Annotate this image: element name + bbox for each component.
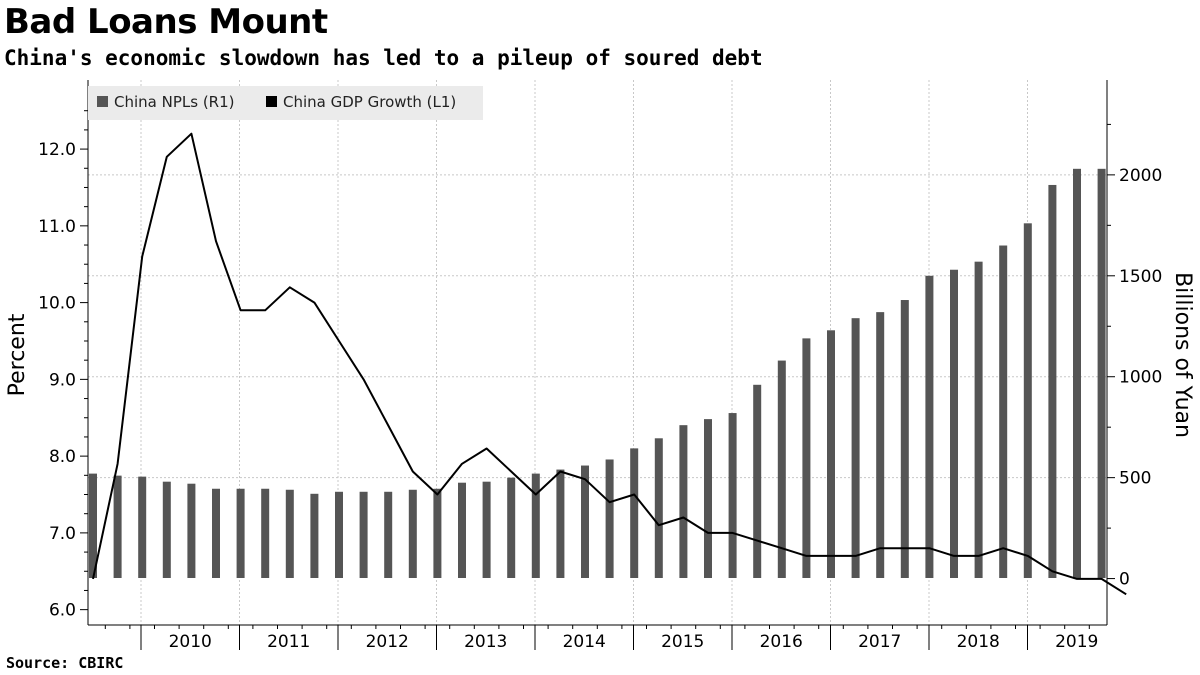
npl-bar: [777, 360, 786, 578]
npl-bar: [359, 491, 368, 578]
gdp-line: [92, 132, 1127, 596]
npl-bar: [335, 491, 343, 578]
npl-bar: [581, 465, 589, 578]
left-tick-label: 9.0: [49, 370, 76, 390]
npl-bar: [704, 419, 712, 578]
x-tick-label: 2012: [366, 632, 409, 652]
left-tick-label: 10.0: [38, 294, 76, 314]
gdp-growth-line: [92, 132, 1127, 596]
npl-bar: [900, 300, 909, 578]
legend-swatch-gdp: [266, 96, 277, 107]
npl-bar: [827, 330, 835, 578]
npl-bar: [679, 425, 688, 578]
npl-bar: [433, 488, 442, 578]
axes: 6.0 7.0 8.0 9.0 10.0 11.0 12.0 0 500 1000 1500 2000…: [38, 80, 1162, 652]
npl-bar: [1023, 223, 1032, 578]
npl-bar: [1048, 184, 1057, 579]
npl-bar: [408, 489, 417, 578]
x-tick-label: 2015: [661, 632, 704, 652]
npl-bar: [138, 476, 147, 578]
npl-bar: [925, 275, 934, 578]
source-note: Source: CBIRC: [6, 654, 124, 672]
npl-bar: [1073, 168, 1081, 578]
npl-bar: [531, 473, 540, 578]
legend-swatch-npl: [97, 96, 108, 107]
npl-bar: [851, 318, 860, 578]
right-tick-label: 1000: [1119, 368, 1162, 388]
npl-bar: [605, 459, 614, 578]
x-tick-label: 2017: [858, 632, 901, 652]
left-tick-label: 12.0: [38, 140, 76, 160]
npl-bar: [630, 448, 639, 578]
npl-bars: [89, 168, 1106, 579]
chart-title: Bad Loans Mount: [4, 2, 328, 42]
npl-bar: [236, 488, 245, 578]
npl-bar: [89, 473, 97, 578]
legend: China NPLs (R1) China GDP Growth (L1): [88, 86, 483, 120]
chart-subtitle: China's economic slowdown has led to a p…: [4, 46, 763, 70]
x-tick-label: 2016: [760, 632, 803, 652]
npl-bar: [802, 338, 811, 578]
npl-bar: [458, 482, 466, 578]
legend-label-npl: China NPLs (R1): [114, 93, 235, 111]
x-tick-label: 2010: [169, 632, 212, 652]
npl-bar: [654, 438, 663, 578]
npl-bar: [285, 489, 294, 578]
npl-bar: [999, 245, 1008, 578]
left-axis-title: Percent: [5, 313, 30, 396]
npl-bar: [876, 312, 885, 578]
right-tick-label: 0: [1119, 570, 1130, 590]
legend-background: [88, 86, 483, 120]
npl-bar: [212, 488, 220, 578]
left-tick-label: 8.0: [49, 447, 76, 467]
right-tick-label: 500: [1119, 469, 1151, 489]
npl-bar: [384, 491, 393, 578]
npl-bar: [950, 269, 958, 578]
x-tick-label: 2011: [267, 632, 310, 652]
x-tick-label: 2014: [563, 632, 606, 652]
right-tick-label: 1500: [1119, 267, 1162, 287]
npl-bar: [482, 481, 491, 578]
left-tick-label: 11.0: [38, 217, 76, 237]
x-tick-label: 2013: [464, 632, 507, 652]
npl-bar: [113, 475, 122, 578]
npl-bar: [187, 483, 196, 578]
right-tick-label: 2000: [1119, 166, 1162, 186]
npl-bar: [162, 481, 171, 578]
legend-label-gdp: China GDP Growth (L1): [283, 93, 456, 111]
npl-bar: [974, 261, 983, 578]
npl-bar: [753, 384, 762, 578]
left-tick-label: 7.0: [49, 524, 76, 544]
npl-bar: [310, 493, 319, 578]
x-tick-label: 2018: [957, 632, 1000, 652]
npl-bar: [728, 413, 737, 578]
npl-bar: [1097, 168, 1106, 578]
npl-bar: [261, 488, 270, 578]
x-tick-label: 2019: [1055, 632, 1098, 652]
npl-bar: [556, 469, 565, 578]
right-axis-title: Billions of Yuan: [1170, 272, 1195, 438]
npl-bar: [507, 477, 516, 578]
left-tick-label: 6.0: [49, 601, 76, 621]
